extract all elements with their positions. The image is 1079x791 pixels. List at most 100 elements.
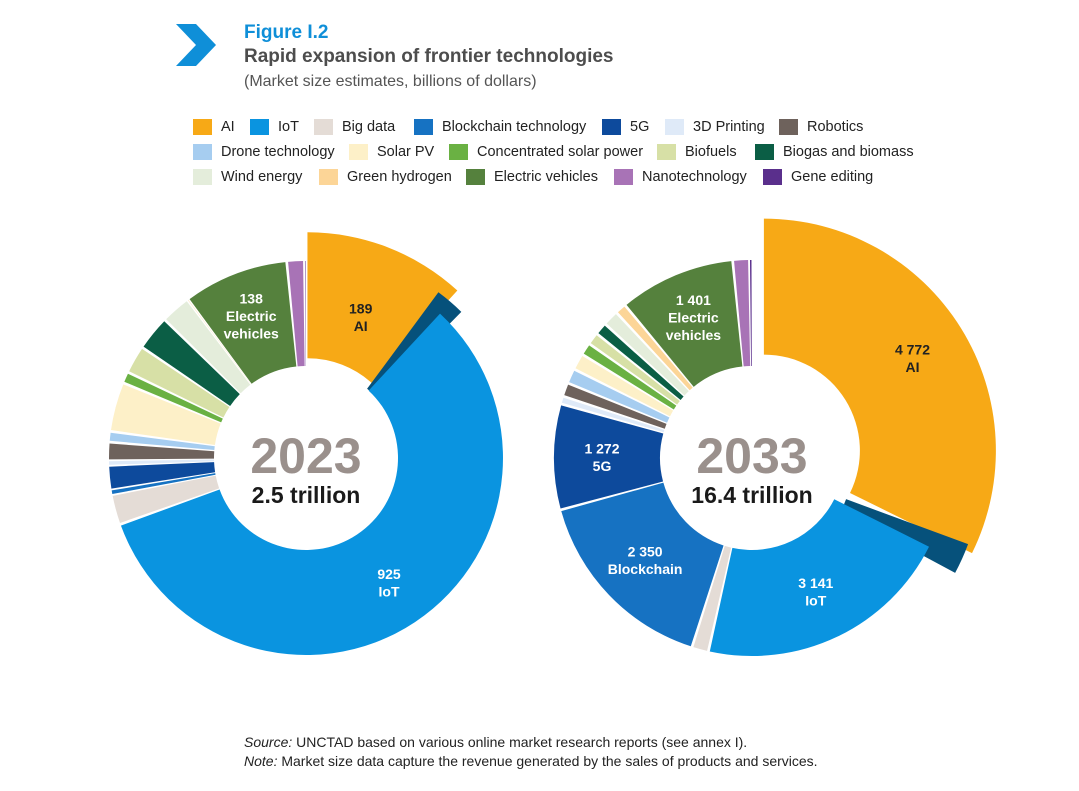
- figure-label: Figure I.2: [244, 22, 329, 43]
- slice-solar-pv: [110, 384, 221, 445]
- slice-ai-exploded: [307, 232, 458, 384]
- legend-label: Green hydrogen: [347, 169, 452, 185]
- legend-swatch: [466, 169, 485, 185]
- slice-blockchain-technology: [111, 473, 216, 494]
- legend-label: 5G: [630, 119, 650, 135]
- legend-label: Blockchain technology: [442, 119, 587, 135]
- source-text: UNCTAD based on various online market re…: [292, 734, 748, 750]
- slice-3d-printing: [561, 397, 665, 433]
- legend-label: Gene editing: [791, 169, 874, 185]
- slice-iot: [120, 313, 503, 655]
- legend-swatch: [449, 144, 468, 160]
- center-year-2023: 2023: [250, 428, 361, 484]
- figure-subtitle: (Market size estimates, billions of doll…: [244, 73, 537, 90]
- slice-label-ai: 189: [349, 301, 373, 317]
- slice-label-blockchain-technology: Blockchain: [608, 561, 683, 577]
- slice-label-iot: IoT: [379, 584, 400, 600]
- slice-label-ai: AI: [354, 318, 368, 334]
- slice-label-electric-vehicles: Electric: [226, 308, 277, 324]
- legend-item: Blockchain technology: [414, 119, 586, 135]
- slice-ai-exploded: [763, 218, 996, 554]
- note-label: Note:: [244, 753, 278, 769]
- slice-blockchain-technology: [561, 482, 724, 647]
- legend-item: Biogas and biomass: [755, 144, 914, 160]
- center-total-2033: 16.4 trillion: [691, 482, 812, 508]
- slice-label-iot: 3 141: [798, 575, 833, 591]
- legend-swatch: [763, 169, 782, 185]
- slice-solar-pv: [575, 356, 674, 417]
- source-note: Source: UNCTAD based on various online m…: [244, 733, 818, 752]
- slice-wind-energy: [606, 314, 689, 396]
- slice-ai: [763, 218, 996, 554]
- slice-biogas-and-biomass: [143, 321, 240, 406]
- legend-label: Concentrated solar power: [477, 144, 644, 160]
- legend-swatch: [657, 144, 676, 160]
- legend-item: 3D Printing: [665, 119, 765, 135]
- slice-label-electric-vehicles: Electric: [668, 310, 719, 326]
- slice-big-data: [693, 545, 732, 651]
- legend-label: 3D Printing: [693, 119, 765, 135]
- slice-drone-technology: [569, 370, 670, 423]
- legend-swatch: [193, 119, 212, 135]
- legend-label: Biogas and biomass: [783, 144, 914, 160]
- legend-swatch: [349, 144, 368, 160]
- legend-swatch: [319, 169, 338, 185]
- legend-label: Drone technology: [221, 144, 335, 160]
- legend-label: Wind energy: [221, 169, 303, 185]
- slice-label-electric-vehicles: vehicles: [224, 326, 279, 342]
- slice-label-electric-vehicles: 1 401: [676, 292, 711, 308]
- slice-5g: [109, 462, 216, 489]
- slice-big-data: [112, 475, 220, 523]
- slice-label-iot: 925: [377, 566, 401, 582]
- legend-item: Concentrated solar power: [449, 144, 643, 160]
- legend-swatch: [193, 144, 212, 160]
- legend-swatch: [193, 169, 212, 185]
- legend-item: Drone technology: [193, 144, 335, 160]
- slice-3d-printing: [109, 459, 215, 465]
- slice-biogas-and-biomass: [598, 325, 684, 400]
- slice-gene-editing: [304, 260, 306, 366]
- slice-electric-vehicles: [626, 261, 743, 387]
- figure-arrow-icon: [176, 24, 216, 66]
- slice-biofuels: [129, 348, 230, 418]
- legend-swatch: [250, 119, 269, 135]
- legend-item: Electric vehicles: [466, 169, 598, 185]
- slice-green-hydrogen: [617, 306, 693, 391]
- legend-item: AI: [193, 119, 235, 135]
- legend-item: Green hydrogen: [319, 169, 452, 185]
- legend-item: 5G: [602, 119, 649, 135]
- note-text: Market size data capture the revenue gen…: [277, 753, 818, 769]
- legend-swatch: [614, 169, 633, 185]
- slice-ai: [307, 232, 458, 384]
- legend-label: Big data: [342, 119, 396, 135]
- slice-label-electric-vehicles: vehicles: [666, 327, 721, 343]
- center-year-2033: 2033: [696, 428, 807, 484]
- chart-notes: Source: UNCTAD based on various online m…: [244, 733, 818, 771]
- slice-nanotechnology: [288, 261, 305, 367]
- source-label: Source:: [244, 734, 293, 750]
- slice-robotics: [108, 443, 215, 460]
- slice-5g: [553, 405, 664, 509]
- legend-swatch: [665, 119, 684, 135]
- slice-electric-vehicles: [189, 262, 297, 384]
- slice-label-iot: IoT: [805, 592, 826, 608]
- legend-item: IoT: [250, 119, 299, 135]
- legend-item: Solar PV: [349, 144, 434, 160]
- slice-label-ai: AI: [906, 359, 920, 375]
- legend-label: Nanotechnology: [642, 169, 747, 185]
- legend-item: Robotics: [779, 119, 863, 135]
- figure-title: Rapid expansion of frontier technologies: [244, 46, 614, 67]
- legend-swatch: [602, 119, 621, 135]
- slice-iot: [709, 499, 930, 657]
- legend-item: Biofuels: [657, 144, 737, 160]
- slice-concentrated-solar-power: [583, 345, 677, 410]
- legend-label: IoT: [278, 119, 299, 135]
- slice-green-hydrogen: [188, 300, 252, 385]
- slice-gene-editing: [749, 260, 752, 366]
- legend-item: Gene editing: [763, 169, 873, 185]
- legend-swatch: [414, 119, 433, 135]
- legend-swatch: [779, 119, 798, 135]
